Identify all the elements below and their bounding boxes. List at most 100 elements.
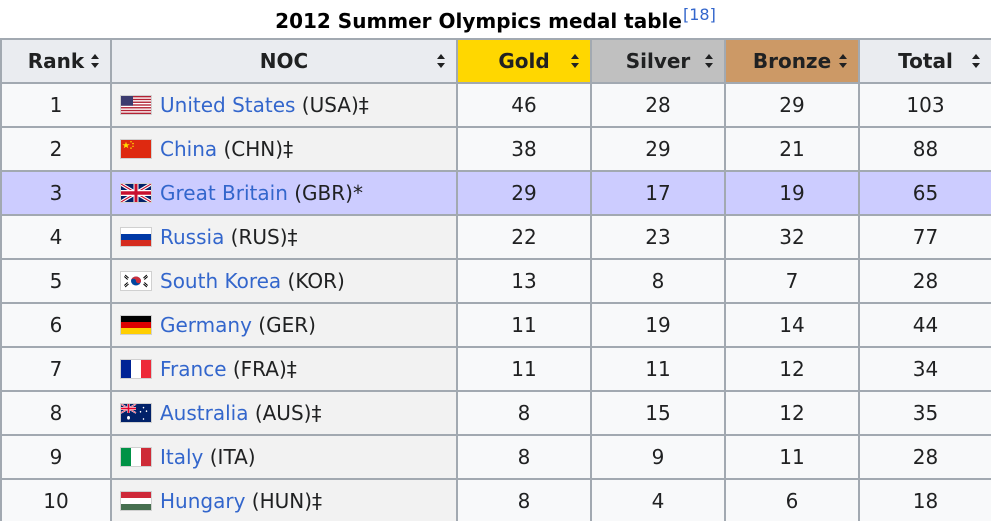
sort-icon[interactable]: [91, 54, 100, 68]
table-row: 5 South Korea (KOR): [0, 258, 991, 304]
great-britain-flag-icon: [120, 182, 152, 203]
rank-cell: 4: [0, 214, 112, 260]
sort-icon[interactable]: [972, 54, 981, 68]
table-body: 1 United States (USA)‡ 46 28: [0, 82, 991, 521]
noc-code: (GER): [251, 313, 316, 337]
silver-cell: 19: [590, 302, 726, 348]
noc-code: (FRA)‡: [226, 357, 297, 381]
nation-link[interactable]: China: [160, 137, 218, 161]
reference-link[interactable]: [18]: [682, 5, 716, 24]
rank-cell: 5: [0, 258, 112, 304]
bronze-column-header[interactable]: Bronze: [724, 38, 860, 84]
total-header-label: Total: [898, 49, 953, 73]
bronze-cell: 21: [724, 126, 860, 172]
nation-link[interactable]: South Korea: [160, 269, 282, 293]
total-cell: 65: [858, 170, 991, 216]
noc-code: (ITA): [203, 445, 256, 469]
nation-link[interactable]: France: [160, 357, 227, 381]
rank-cell: 9: [0, 434, 112, 480]
bronze-header-label: Bronze: [752, 49, 832, 73]
total-cell: 44: [858, 302, 991, 348]
nation-link[interactable]: Great Britain: [160, 181, 288, 205]
sort-icon[interactable]: [437, 54, 446, 68]
sort-icon[interactable]: [839, 54, 848, 68]
italy-flag-icon: [120, 446, 152, 467]
gold-cell: 22: [456, 214, 592, 260]
usa-flag-icon: [120, 94, 152, 115]
noc-code: (AUS)‡: [248, 401, 322, 425]
nation-link[interactable]: United States: [160, 93, 296, 117]
silver-cell: 11: [590, 346, 726, 392]
table-row: 1 United States (USA)‡ 46 28: [0, 82, 991, 128]
silver-column-header[interactable]: Silver: [590, 38, 726, 84]
total-cell: 28: [858, 258, 991, 304]
noc-cell: France (FRA)‡: [110, 346, 458, 392]
total-cell: 103: [858, 82, 991, 128]
noc-cell: Russia (RUS)‡: [110, 214, 458, 260]
rank-cell: 1: [0, 82, 112, 128]
noc-column-header[interactable]: NOC: [110, 38, 458, 84]
silver-header-label: Silver: [625, 49, 691, 73]
bronze-cell: 11: [724, 434, 860, 480]
bronze-cell: 19: [724, 170, 860, 216]
silver-cell: 15: [590, 390, 726, 436]
total-cell: 35: [858, 390, 991, 436]
gold-cell: 8: [456, 390, 592, 436]
total-cell: 28: [858, 434, 991, 480]
gold-cell: 8: [456, 478, 592, 521]
table-row: 6 Germany (GER) 11 19 14 44: [0, 302, 991, 348]
bronze-cell: 12: [724, 346, 860, 392]
nation-link[interactable]: Australia: [160, 401, 249, 425]
silver-cell: 17: [590, 170, 726, 216]
total-column-header[interactable]: Total: [858, 38, 991, 84]
caption-title: 2012 Summer Olympics medal table: [275, 9, 682, 33]
germany-flag-icon: [120, 314, 152, 335]
silver-cell: 9: [590, 434, 726, 480]
noc-cell: Germany (GER): [110, 302, 458, 348]
gold-cell: 38: [456, 126, 592, 172]
table-row: 2 China (CHN)‡ 38 29 21 88: [0, 126, 991, 172]
silver-cell: 4: [590, 478, 726, 521]
table-caption: 2012 Summer Olympics medal table[18]: [0, 4, 991, 38]
noc-cell: Great Britain (GBR)*: [110, 170, 458, 216]
noc-code: (KOR): [281, 269, 345, 293]
bronze-cell: 12: [724, 390, 860, 436]
table-row: 10 Hungary (HUN)‡ 8 4 6 18: [0, 478, 991, 521]
bronze-cell: 6: [724, 478, 860, 521]
gold-column-header[interactable]: Gold: [456, 38, 592, 84]
noc-cell: China (CHN)‡: [110, 126, 458, 172]
total-cell: 34: [858, 346, 991, 392]
rank-cell: 10: [0, 478, 112, 521]
bronze-cell: 32: [724, 214, 860, 260]
noc-code: (CHN)‡: [217, 137, 294, 161]
noc-header-label: NOC: [259, 49, 309, 73]
gold-cell: 46: [456, 82, 592, 128]
gold-cell: 29: [456, 170, 592, 216]
total-cell: 77: [858, 214, 991, 260]
noc-code: (RUS)‡: [224, 225, 298, 249]
nation-link[interactable]: Hungary: [160, 489, 246, 513]
table-row: 9 Italy (ITA) 8 9 11 28: [0, 434, 991, 480]
noc-cell: Australia (AUS)‡: [110, 390, 458, 436]
gold-cell: 11: [456, 302, 592, 348]
rank-cell: 3: [0, 170, 112, 216]
sort-icon[interactable]: [571, 54, 580, 68]
france-flag-icon: [120, 358, 152, 379]
rank-column-header[interactable]: Rank: [0, 38, 112, 84]
australia-flag-icon: [120, 402, 152, 423]
total-cell: 18: [858, 478, 991, 521]
silver-cell: 29: [590, 126, 726, 172]
bronze-cell: 7: [724, 258, 860, 304]
rank-cell: 6: [0, 302, 112, 348]
sort-icon[interactable]: [705, 54, 714, 68]
nation-link[interactable]: Germany: [160, 313, 252, 337]
silver-cell: 28: [590, 82, 726, 128]
hungary-flag-icon: [120, 490, 152, 511]
table-row: 7 France (FRA)‡ 11 11 12 34: [0, 346, 991, 392]
noc-cell: South Korea (KOR): [110, 258, 458, 304]
nation-link[interactable]: Russia: [160, 225, 225, 249]
table-row: 4 Russia (RUS)‡ 22 23 32 77: [0, 214, 991, 260]
china-flag-icon: [120, 138, 152, 159]
nation-link[interactable]: Italy: [160, 445, 204, 469]
gold-cell: 11: [456, 346, 592, 392]
